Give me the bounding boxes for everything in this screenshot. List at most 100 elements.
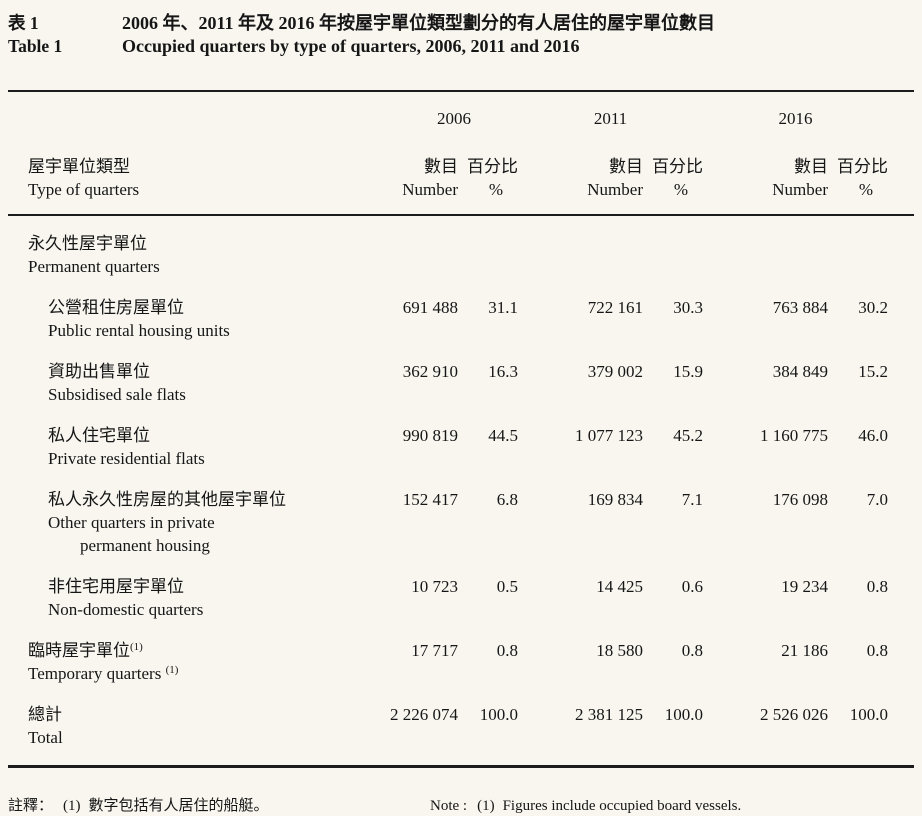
cell-pct-2011: 30.3 [673,298,703,317]
row-header: 屋宇單位類型 Type of quarters [8,130,390,216]
title-block: 表 1 2006 年、2011 年及 2016 年按屋宇單位類型劃分的有人居住的… [8,12,914,58]
table-row-temporary-quarters: 臨時屋宇單位(1) Temporary quarters (1) 17 717 … [8,621,914,685]
cell-number-2016: 384 849 [772,362,828,381]
table-row-public-rental: 公營租住房屋單位 Public rental housing units 691… [8,278,914,342]
cell-pct-2016: 0.8 [866,577,888,596]
col-header-number-2016: 數目 Number [703,130,828,216]
row-header-en: Type of quarters [28,180,140,199]
quarters-table: 2006 2011 2016 屋宇單位類型 Type of quarters 數… [8,92,914,749]
footnote-ref-en: (1) [477,798,495,814]
cell-pct-2016: 7.0 [866,490,888,509]
top-rule [8,90,914,92]
cell-pct-2006: 31.1 [488,298,518,317]
year-header-row: 2006 2011 2016 [8,92,914,130]
column-header-row: 屋宇單位類型 Type of quarters 數目 Number 百分比 % … [8,130,914,216]
col-header-pct-2006: 百分比 % [458,130,518,216]
cell-number-2016: 21 186 [781,641,828,660]
row-label-en: Subsidised sale flats [48,385,186,404]
row-label-zh: 私人住宅單位 [48,426,150,445]
cell-number-2011: 722 161 [587,298,643,317]
cell-pct-2011: 7.1 [681,490,703,509]
footnote-label-zh: 註釋： [8,798,54,814]
col-header-pct-2016: 百分比 % [828,130,888,216]
footnote-ref: (1) [165,664,179,676]
table-number-zh: 表 1 [8,13,39,33]
cell-number-2011: 169 834 [587,490,643,509]
table-number-en: Table 1 [8,36,63,56]
footnote-en: Note : (1) Figures include occupied board … [430,796,741,816]
cell-pct-2006: 0.5 [496,577,518,596]
cell-number-2011: 14 425 [596,577,643,596]
page-title-en: Occupied quarters by type of quarters, 2… [122,36,580,56]
footnote-text-en: Figures include occupied board vessels. [502,798,742,814]
cell-number-2006: 10 723 [411,577,458,596]
col-header-number-2006: 數目 Number [390,130,458,216]
row-label-en: Other quarters in private [48,513,215,532]
cell-number-2011: 18 580 [596,641,643,660]
row-label-zh: 私人永久性房屋的其他屋宇單位 [48,490,286,509]
cell-pct-2006: 0.8 [496,641,518,660]
cell-pct-2016: 46.0 [858,426,888,445]
row-label-zh: 資助出售單位 [48,362,150,381]
cell-number-2016: 19 234 [781,577,828,596]
cell-pct-2006: 6.8 [496,490,518,509]
cell-pct-2016: 100.0 [849,705,888,724]
col-header-number-2011: 數目 Number [518,130,643,216]
cell-number-2011: 1 077 123 [575,426,643,445]
cell-pct-2011: 0.6 [681,577,703,596]
page-title-zh: 2006 年、2011 年及 2016 年按屋宇單位類型劃分的有人居住的屋宇單位… [122,13,716,33]
cell-number-2006: 152 417 [402,490,458,509]
row-label-en: Permanent quarters [28,257,160,276]
footnote-zh: 註釋： (1) 數字包括有人居住的船艇。 [8,796,430,816]
footnotes: 註釋： (1) 數字包括有人居住的船艇。 Note : (1) Figures incl… [8,796,914,816]
cell-number-2011: 379 002 [587,362,643,381]
row-label-zh: 總計 [28,705,62,724]
cell-number-2016: 176 098 [772,490,828,509]
row-label-en: Private residential flats [48,449,205,468]
cell-pct-2006: 16.3 [488,362,518,381]
table-row-non-domestic: 非住宅用屋宇單位 Non-domestic quarters 10 723 0.… [8,557,914,621]
cell-number-2006: 17 717 [411,641,458,660]
footnote-label-en: Note : [430,798,468,814]
cell-pct-2016: 30.2 [858,298,888,317]
cell-number-2006: 691 488 [402,298,458,317]
row-label-en: Public rental housing units [48,321,230,340]
row-label-zh: 公營租住房屋單位 [48,298,184,317]
cell-pct-2006: 44.5 [488,426,518,445]
cell-pct-2016: 0.8 [866,641,888,660]
row-label-zh: 臨時屋宇單位(1) [28,641,143,660]
cell-number-2011: 2 381 125 [575,705,643,724]
cell-pct-2011: 100.0 [664,705,703,724]
row-header-zh: 屋宇單位類型 [28,157,130,176]
bottom-rule [8,765,914,768]
col-header-pct-2011: 百分比 % [643,130,703,216]
row-label-zh: 非住宅用屋宇單位 [48,577,184,596]
year-header-2011: 2011 [593,109,628,128]
cell-pct-2011: 15.9 [673,362,703,381]
table-row-other-private-permanent: 私人永久性房屋的其他屋宇單位 Other quarters in private… [8,470,914,557]
cell-pct-2016: 15.2 [858,362,888,381]
cell-number-2006: 2 226 074 [390,705,458,724]
table-row-permanent-quarters: 永久性屋宇單位 Permanent quarters [8,215,914,278]
row-label-en: Total [28,728,63,747]
footnote-ref-zh: (1) [63,798,81,814]
cell-number-2006: 362 910 [402,362,458,381]
row-label-en: Non-domestic quarters [48,600,204,619]
footnote-ref: (1) [130,641,143,653]
cell-number-2016: 1 160 775 [760,426,828,445]
row-label-zh: 永久性屋宇單位 [28,234,147,253]
cell-pct-2006: 100.0 [479,705,518,724]
cell-number-2016: 763 884 [772,298,828,317]
table-row-subsidised-sale: 資助出售單位 Subsidised sale flats 362 910 16.… [8,342,914,406]
year-header-2006: 2006 [437,109,471,128]
year-header-2016: 2016 [778,109,813,128]
cell-pct-2011: 45.2 [673,426,703,445]
row-label-en-line2: permanent housing [80,536,210,555]
row-label-en: Temporary quarters (1) [28,664,179,683]
table-row-total: 總計 Total 2 226 074 100.0 2 381 125 100.0… [8,685,914,749]
cell-number-2016: 2 526 026 [760,705,828,724]
cell-pct-2011: 0.8 [681,641,703,660]
table-row-private-residential: 私人住宅單位 Private residential flats 990 819… [8,406,914,470]
footnote-text-zh: 數字包括有人居住的船艇。 [88,798,269,814]
